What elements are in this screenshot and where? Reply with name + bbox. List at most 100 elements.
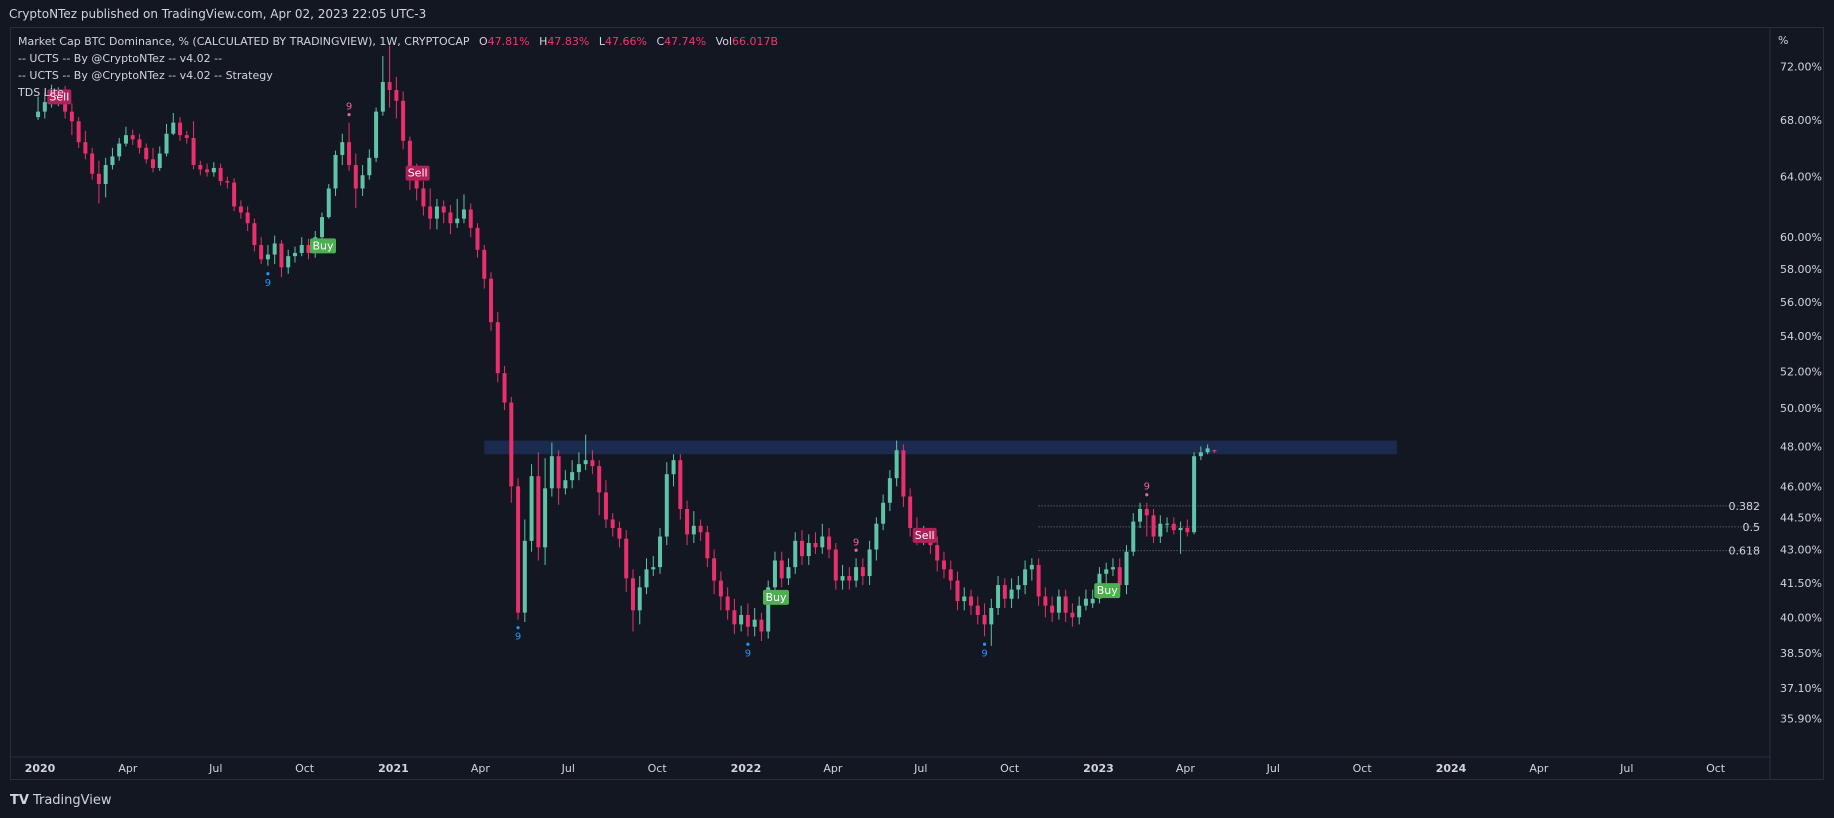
candle-body: [522, 540, 527, 613]
indicator-ucts-strategy[interactable]: -- UCTS -- By @CryptoNTez -- v4.02 -- St…: [18, 69, 273, 82]
candle-body: [448, 212, 453, 224]
sell-signal-label: Sell: [49, 90, 69, 103]
candle-body: [110, 156, 115, 166]
time-axis-tick: Oct: [1000, 762, 1020, 775]
candle-body: [901, 450, 906, 497]
candle-body: [786, 567, 791, 579]
candle-body: [603, 492, 608, 520]
candle-body: [543, 488, 548, 548]
candle-body: [1131, 521, 1136, 552]
candle-body: [306, 245, 311, 253]
time-axis-tick: 2021: [378, 762, 409, 775]
candle-body: [563, 480, 568, 489]
candle-body: [164, 133, 169, 154]
candle-body: [847, 576, 852, 581]
time-axis-tick: Apr: [1176, 762, 1196, 775]
candle-body: [630, 578, 635, 611]
candle-body: [1077, 605, 1082, 618]
candle-body: [908, 496, 913, 528]
candle-body: [1198, 452, 1203, 457]
candle-body: [549, 456, 554, 489]
tradingview-logo-icon: TV: [10, 793, 29, 808]
candle-body: [698, 525, 703, 533]
td-count-dot: [854, 548, 858, 552]
fib-level-label: 0.382: [1729, 500, 1761, 513]
candle-body: [259, 245, 264, 260]
candle-body: [211, 167, 216, 173]
candle-body: [671, 460, 676, 475]
candle-body: [1083, 598, 1088, 606]
candle-body: [664, 474, 669, 537]
close-value: 47.74%: [664, 35, 707, 48]
candle-body: [813, 543, 818, 548]
close-label: C: [656, 35, 665, 48]
legend-symbol-row[interactable]: Market Cap BTC Dominance, % (CALCULATED …: [18, 33, 778, 50]
candle-body: [205, 169, 210, 173]
indicator-tds-lite[interactable]: TDS Lite: [18, 86, 64, 99]
candle-body: [36, 111, 41, 118]
candle-body: [320, 217, 325, 238]
candle-body: [576, 464, 581, 473]
candle-body: [712, 558, 717, 581]
candle-body: [570, 472, 575, 481]
price-axis-tick: 41.50%: [1780, 577, 1822, 590]
candle-body: [232, 182, 237, 207]
td-count-label: 9: [745, 648, 751, 659]
time-axis-tick: 2022: [731, 762, 762, 775]
indicator-ucts[interactable]: -- UCTS -- By @CryptoNTez -- v4.02 --: [18, 52, 223, 65]
candle-body: [624, 538, 629, 579]
candle-body: [340, 142, 345, 155]
td-count-label: 9: [265, 278, 271, 289]
candle-body: [380, 82, 385, 112]
time-axis-tick: Oct: [1353, 762, 1373, 775]
candle-body: [90, 153, 95, 174]
time-axis-tick: Jul: [561, 762, 575, 775]
price-axis-tick: 40.00%: [1780, 611, 1822, 624]
candle-body: [827, 536, 832, 550]
price-axis-tick: 52.00%: [1780, 365, 1822, 378]
candle-body: [799, 540, 804, 557]
candle-body: [820, 536, 825, 548]
candle-body: [42, 102, 47, 112]
candle-body: [421, 188, 426, 207]
candle-body: [83, 142, 88, 154]
candle-body: [333, 154, 338, 189]
candle-body: [745, 614, 750, 627]
candle-body: [299, 245, 304, 253]
candle-body: [489, 278, 494, 323]
candle-body: [718, 580, 723, 597]
candle-body: [1043, 596, 1048, 606]
candle-body: [1117, 567, 1122, 586]
candle-body: [644, 569, 649, 588]
candle-body: [123, 135, 128, 144]
tradingview-brand[interactable]: TV TradingView: [10, 793, 111, 808]
candle-body: [387, 82, 392, 91]
candle-body: [1158, 523, 1163, 537]
price-axis-tick: 64.00%: [1780, 171, 1822, 184]
candle-body: [394, 90, 399, 101]
candle-body: [191, 137, 196, 166]
candle-body: [96, 173, 101, 185]
candle-body: [218, 167, 223, 182]
candle-body: [1036, 564, 1041, 597]
td-count-label: 9: [853, 537, 859, 548]
candle-body: [144, 147, 149, 160]
candle-body: [360, 175, 365, 189]
candle-body: [238, 206, 243, 213]
symbol-description: Market Cap BTC Dominance, % (CALCULATED …: [18, 35, 470, 48]
candle-body: [996, 585, 1001, 608]
candle-body: [840, 576, 845, 581]
candle-body: [833, 549, 838, 581]
candle-body: [461, 209, 466, 219]
candle-body: [1205, 448, 1210, 453]
volume-value: 66.017B: [732, 35, 779, 48]
price-axis-unit: %: [1778, 34, 1788, 47]
price-axis-tick: 56.00%: [1780, 296, 1822, 309]
candle-body: [766, 587, 771, 632]
candle-body: [583, 460, 588, 465]
candle-body: [1124, 551, 1129, 586]
candle-body: [1023, 569, 1028, 586]
candle-body: [617, 527, 622, 539]
candle-body: [536, 476, 541, 548]
